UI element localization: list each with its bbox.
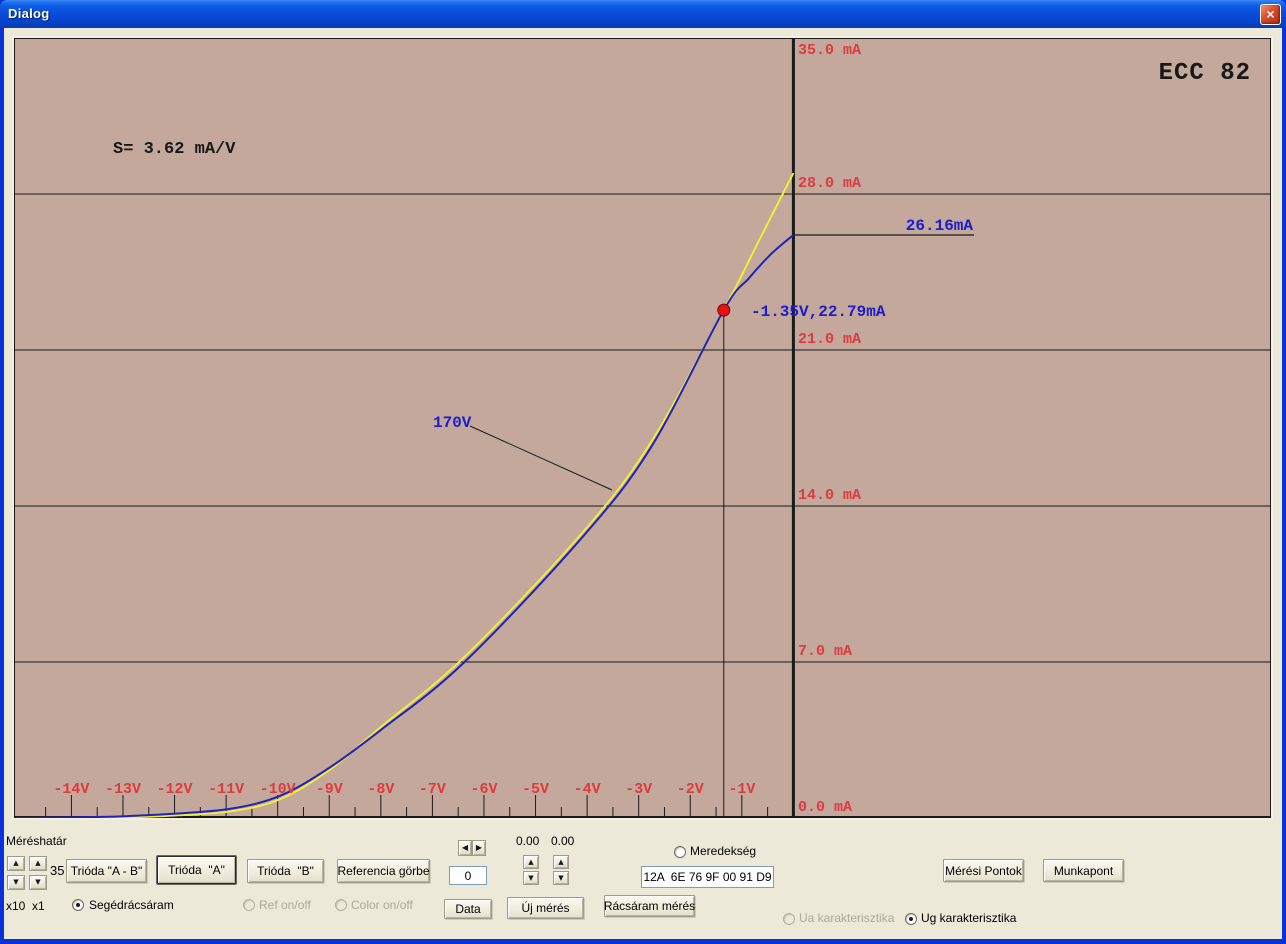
x-tick-label: -10V [259, 781, 296, 798]
range-x1-up-icon[interactable]: ▲ [29, 856, 47, 871]
range-x1-down-icon[interactable]: ▼ [29, 875, 47, 890]
ref-onoff-radio [243, 899, 255, 911]
segedracsaram-label: Segédrácsáram [89, 898, 174, 912]
anode-voltage-pointer-line [469, 425, 613, 491]
meredekseg-label: Meredekség [690, 844, 757, 858]
x-tick-label: -3V [625, 781, 653, 798]
adjust-left-up-icon[interactable]: ▲ [523, 855, 539, 869]
ug-karakterisztika-label: Ug karakterisztika [921, 911, 1017, 925]
y-tick-label: 28.0 mA [798, 175, 862, 192]
x-tick-label: -12V [156, 781, 193, 798]
range-value: 35 [50, 863, 65, 878]
segedracsaram-radio[interactable] [72, 899, 84, 911]
adjust-left-down-icon[interactable]: ▼ [523, 871, 539, 885]
x-tick-label: -7V [418, 781, 446, 798]
title-bar[interactable]: Dialog × [0, 0, 1286, 28]
trioda-ab-button[interactable]: Trióda "A - B" [66, 859, 147, 883]
x-tick-label: -5V [522, 781, 550, 798]
y-tick-label: 35.0 mA [798, 42, 862, 59]
tube-id-input[interactable] [641, 866, 774, 888]
y-tick-label: 14.0 mA [798, 487, 862, 504]
data-button[interactable]: Data [444, 899, 492, 919]
x10-label: x10 [6, 899, 26, 913]
y-tick-label: 7.0 mA [798, 643, 853, 660]
x-tick-label: -11V [208, 781, 245, 798]
spinner-value-right: 0.00 [551, 834, 575, 848]
ref-onoff-label: Ref on/off [259, 898, 311, 912]
x-tick-label: -1V [728, 781, 756, 798]
offset-input[interactable] [449, 866, 487, 885]
ug-karakterisztika-radio[interactable] [905, 913, 917, 925]
step-left-icon[interactable]: ◀ [458, 840, 472, 856]
plot-canvas [14, 38, 1271, 818]
x-tick-label: -9V [315, 781, 343, 798]
referencia-gorbe-button[interactable]: Referencia görbe [337, 859, 430, 883]
y-tick-label: 21.0 mA [798, 331, 862, 348]
workpoint-label: -1.35V,22.79mA [751, 303, 886, 321]
anode-voltage-label: 170V [433, 414, 472, 432]
color-onoff-label: Color on/off [351, 898, 413, 912]
munkapont-button[interactable]: Munkapont [1043, 859, 1124, 882]
meresi-pontok-button[interactable]: Mérési Pontok [943, 859, 1024, 882]
range-x10-up-icon[interactable]: ▲ [7, 856, 25, 871]
slope-label: S= 3.62 mA/V [113, 140, 236, 159]
x-tick-label: -13V [104, 781, 141, 798]
measured-curve [14, 234, 795, 818]
window-title: Dialog [8, 6, 50, 21]
adjust-right-down-icon[interactable]: ▼ [553, 871, 569, 885]
step-right-icon[interactable]: ▶ [472, 840, 486, 856]
x-tick-label: -4V [573, 781, 601, 798]
racsaram-meres-button[interactable]: Rácsáram mérés [604, 895, 695, 917]
ua-karakterisztika-radio [783, 913, 795, 925]
adjust-right-up-icon[interactable]: ▲ [553, 855, 569, 869]
x1-label: x1 [32, 899, 45, 913]
workpoint-dot[interactable] [717, 303, 731, 317]
x-tick-label: -6V [470, 781, 498, 798]
x-tick-label: -8V [367, 781, 395, 798]
meredekseg-radio[interactable] [674, 846, 686, 858]
y-tick-label: 0.0 mA [798, 799, 853, 816]
uj-meres-button[interactable]: Új mérés [507, 897, 584, 919]
characteristic-plot: ECC 82 S= 3.62 mA/V 26.16mA -1.35V,22.79… [14, 38, 1271, 818]
spinner-value-left: 0.00 [516, 834, 540, 848]
range-x10-down-icon[interactable]: ▼ [7, 875, 25, 890]
mereshatar-label: Méréshatár [6, 834, 67, 848]
color-onoff-radio [335, 899, 347, 911]
tube-type-label: ECC 82 [1158, 60, 1251, 87]
trioda-b-button[interactable]: Trióda "B" [247, 859, 324, 883]
saturation-current-label: 26.16mA [905, 217, 973, 235]
x-tick-label: -2V [676, 781, 704, 798]
ua-karakterisztika-label: Ua karakterisztika [799, 911, 895, 925]
dialog-client-area: ECC 82 S= 3.62 mA/V 26.16mA -1.35V,22.79… [4, 28, 1282, 939]
close-icon[interactable]: × [1260, 4, 1281, 25]
trioda-a-button[interactable]: Trióda "A" [157, 856, 236, 884]
ideal-fit-curve [25, 172, 795, 818]
x-tick-label: -14V [53, 781, 90, 798]
